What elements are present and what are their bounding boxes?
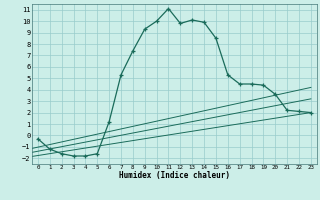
X-axis label: Humidex (Indice chaleur): Humidex (Indice chaleur) <box>119 171 230 180</box>
